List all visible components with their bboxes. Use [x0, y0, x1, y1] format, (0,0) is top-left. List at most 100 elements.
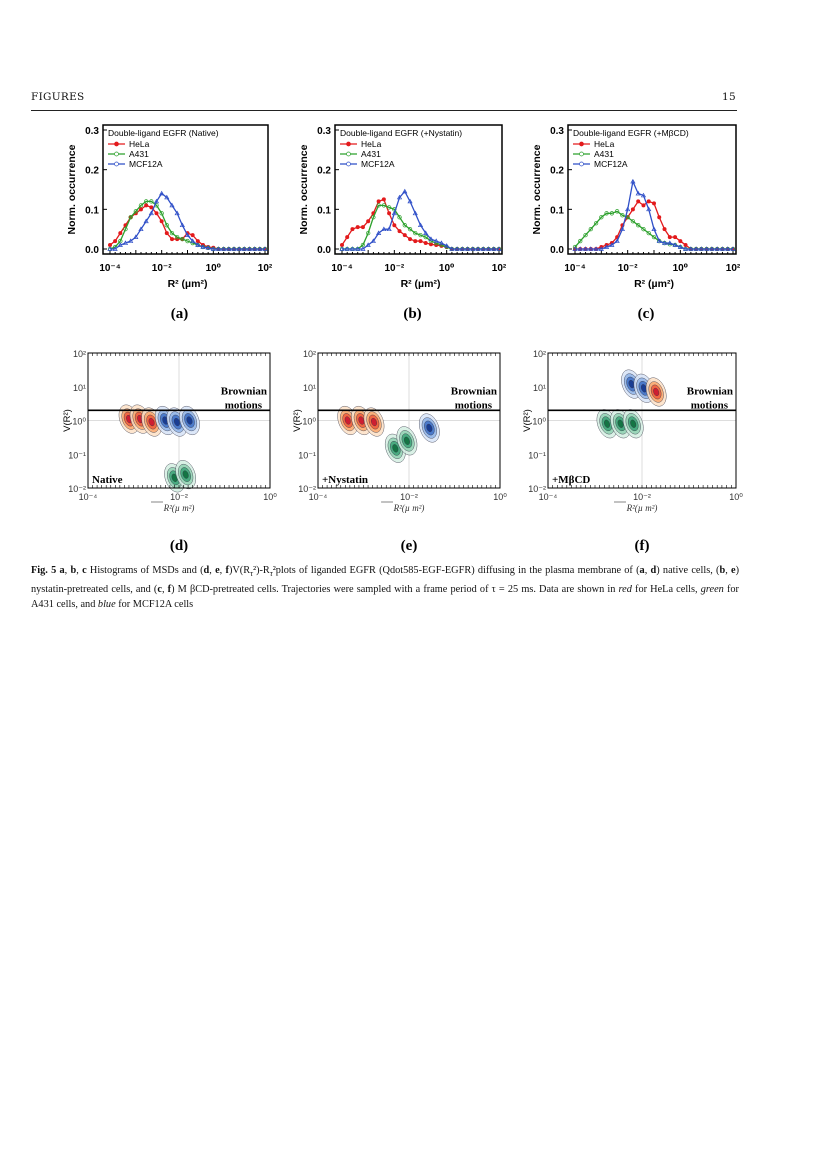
data-point	[438, 240, 445, 245]
data-point	[656, 238, 662, 243]
x-tick-label: 10⁰	[263, 492, 277, 502]
x-axis-label: R² (µm²)	[401, 278, 441, 290]
legend-title: Double-ligand EGFR (+Nystatin)	[340, 128, 462, 138]
y-tick-label: 10⁻²	[68, 484, 86, 494]
y-axis-label: V(R²)	[292, 409, 303, 432]
data-point	[190, 238, 196, 243]
contour-A431	[630, 419, 637, 428]
data-point	[241, 246, 247, 251]
data-point	[413, 239, 418, 244]
caption-label: Fig. 5	[31, 565, 57, 576]
legend-label: HeLa	[361, 139, 382, 149]
brownian-label: Brownian motions	[221, 385, 267, 411]
data-point	[667, 240, 673, 245]
data-point	[391, 210, 397, 216]
data-point	[252, 246, 258, 251]
brownian-label-line: Brownian	[687, 385, 733, 397]
caption-text: e	[215, 565, 220, 576]
panel-label: (d)	[170, 538, 188, 554]
legend-title: Double-ligand EGFR (Native)	[108, 128, 219, 138]
data-point	[386, 205, 392, 210]
data-point	[423, 230, 429, 235]
caption-text: for A431 cells, and	[31, 583, 739, 611]
data-point	[221, 246, 227, 251]
series-line-MCF12A	[110, 192, 265, 250]
data-point	[381, 203, 387, 208]
page-number: 15	[722, 91, 736, 103]
contour-HeLa	[371, 417, 377, 427]
data-point	[593, 221, 599, 226]
data-point	[588, 246, 594, 251]
y-tick-label: 10⁻¹	[68, 450, 86, 460]
x-tick-label: 10⁻²	[384, 263, 404, 274]
caption-text: blue	[97, 599, 116, 611]
data-point	[688, 246, 694, 251]
caption-text: red	[618, 583, 632, 595]
data-point	[677, 244, 683, 249]
brownian-label-line: motions	[225, 399, 263, 411]
legend-label: A431	[129, 149, 149, 159]
data-point	[366, 230, 371, 236]
data-point	[646, 206, 652, 212]
data-point	[344, 246, 350, 251]
legend-marker	[346, 151, 351, 157]
data-point	[143, 218, 149, 224]
data-point	[662, 227, 667, 232]
x-axis-label: R²(µ m²)	[393, 503, 425, 513]
data-point	[572, 246, 578, 251]
legend-marker	[114, 141, 119, 147]
data-point	[402, 233, 407, 238]
data-point	[652, 201, 656, 206]
data-point	[444, 243, 450, 248]
legend-label: MCF12A	[129, 159, 163, 169]
contour-HeLa	[148, 417, 155, 427]
data-point	[339, 246, 345, 251]
data-point	[153, 198, 160, 204]
x-tick-label: 10⁰	[729, 492, 743, 502]
data-point	[609, 242, 615, 247]
data-point	[417, 222, 424, 228]
data-point	[236, 246, 242, 251]
x-axis-label: R²(µ m²)	[163, 503, 195, 513]
y-tick-label: 0.0	[85, 245, 99, 256]
data-point	[704, 246, 710, 251]
panel-label: (c)	[638, 306, 655, 322]
data-point	[138, 203, 144, 208]
data-point	[108, 243, 112, 248]
data-point	[154, 211, 159, 216]
data-point	[144, 203, 149, 208]
data-point	[159, 219, 164, 224]
data-point	[433, 238, 439, 243]
contour-HeLa	[653, 387, 660, 397]
data-point	[371, 215, 376, 220]
data-point	[128, 215, 133, 220]
legend-label: MCF12A	[594, 159, 628, 169]
caption-text: ²plots of liganded EGFR (Qdot585-EGF-EGF…	[272, 565, 640, 576]
data-point	[491, 246, 497, 251]
caption-text: )V(R	[228, 565, 251, 576]
data-point	[376, 203, 381, 208]
y-tick-label: 10⁰	[302, 417, 316, 427]
caption-text: ,	[161, 583, 168, 595]
data-point	[366, 219, 371, 224]
series-line-MCF12A	[342, 190, 499, 250]
data-point	[355, 225, 360, 230]
data-point	[122, 240, 129, 245]
y-tick-label: 0.2	[85, 166, 99, 177]
y-tick-label: 10⁰	[532, 417, 546, 427]
data-point	[407, 227, 413, 232]
histogram-panel-c: 0.0 0.1 0.2 0.3 10⁻⁴ 10⁻² 10⁰ 10² R² (µm²) Norm. …	[531, 124, 741, 322]
x-tick-label: 10⁻²	[400, 492, 418, 502]
legend-label: A431	[361, 149, 381, 159]
plot-frame	[102, 124, 269, 255]
data-point	[459, 246, 465, 251]
y-axis-label: Norm. occurrence	[298, 144, 310, 234]
data-point	[184, 232, 191, 237]
series-line-HeLa	[109, 204, 265, 250]
data-point	[730, 246, 736, 251]
data-point	[672, 242, 678, 247]
x-tick-label: 10⁰	[493, 492, 507, 502]
y-tick-label: 10¹	[533, 383, 546, 393]
data-point	[205, 245, 211, 250]
